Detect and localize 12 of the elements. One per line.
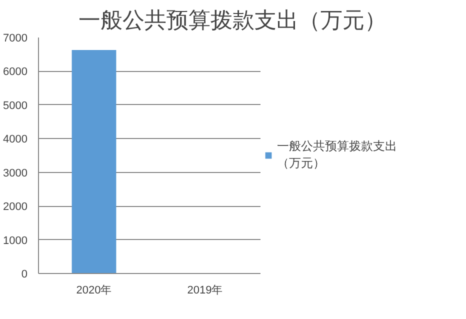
y-tick-label: 1000 bbox=[3, 234, 28, 247]
legend-label: 一般公共预算拨款支出（万元） bbox=[277, 138, 398, 172]
y-tick-label: 7000 bbox=[3, 32, 28, 44]
y-tick-label: 5000 bbox=[3, 100, 28, 112]
chart-title: 一般公共预算拨款支出（万元） bbox=[78, 8, 386, 32]
y-tick-label: 6000 bbox=[3, 66, 28, 78]
x-tick-label: 2020年 bbox=[76, 284, 112, 296]
x-tick-label: 2019年 bbox=[187, 284, 223, 296]
y-tick-label: 3000 bbox=[3, 167, 28, 180]
y-tick-label: 2000 bbox=[3, 201, 28, 214]
y-tick-label: 0 bbox=[21, 268, 28, 280]
y-tick-label: 4000 bbox=[3, 134, 28, 146]
